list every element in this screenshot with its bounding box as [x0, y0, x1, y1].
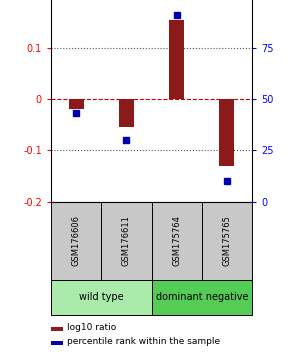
Bar [51, 202, 101, 280]
Bar [219, 99, 234, 166]
Bar [152, 280, 252, 315]
Bar [101, 202, 152, 280]
Text: GSM175764: GSM175764 [172, 215, 181, 266]
Text: GSM176611: GSM176611 [122, 215, 131, 266]
Bar [152, 202, 202, 280]
Text: wild type: wild type [79, 292, 124, 302]
Text: GSM176606: GSM176606 [72, 215, 81, 266]
Bar [202, 202, 252, 280]
Text: log10 ratio: log10 ratio [67, 323, 116, 332]
Text: dominant negative: dominant negative [155, 292, 248, 302]
Bar [51, 341, 63, 345]
Bar [51, 280, 152, 315]
Bar [169, 19, 184, 99]
Text: GSM175765: GSM175765 [222, 215, 231, 266]
Bar [69, 99, 84, 109]
Bar [119, 99, 134, 127]
Text: percentile rank within the sample: percentile rank within the sample [67, 337, 220, 346]
Bar [51, 327, 63, 331]
